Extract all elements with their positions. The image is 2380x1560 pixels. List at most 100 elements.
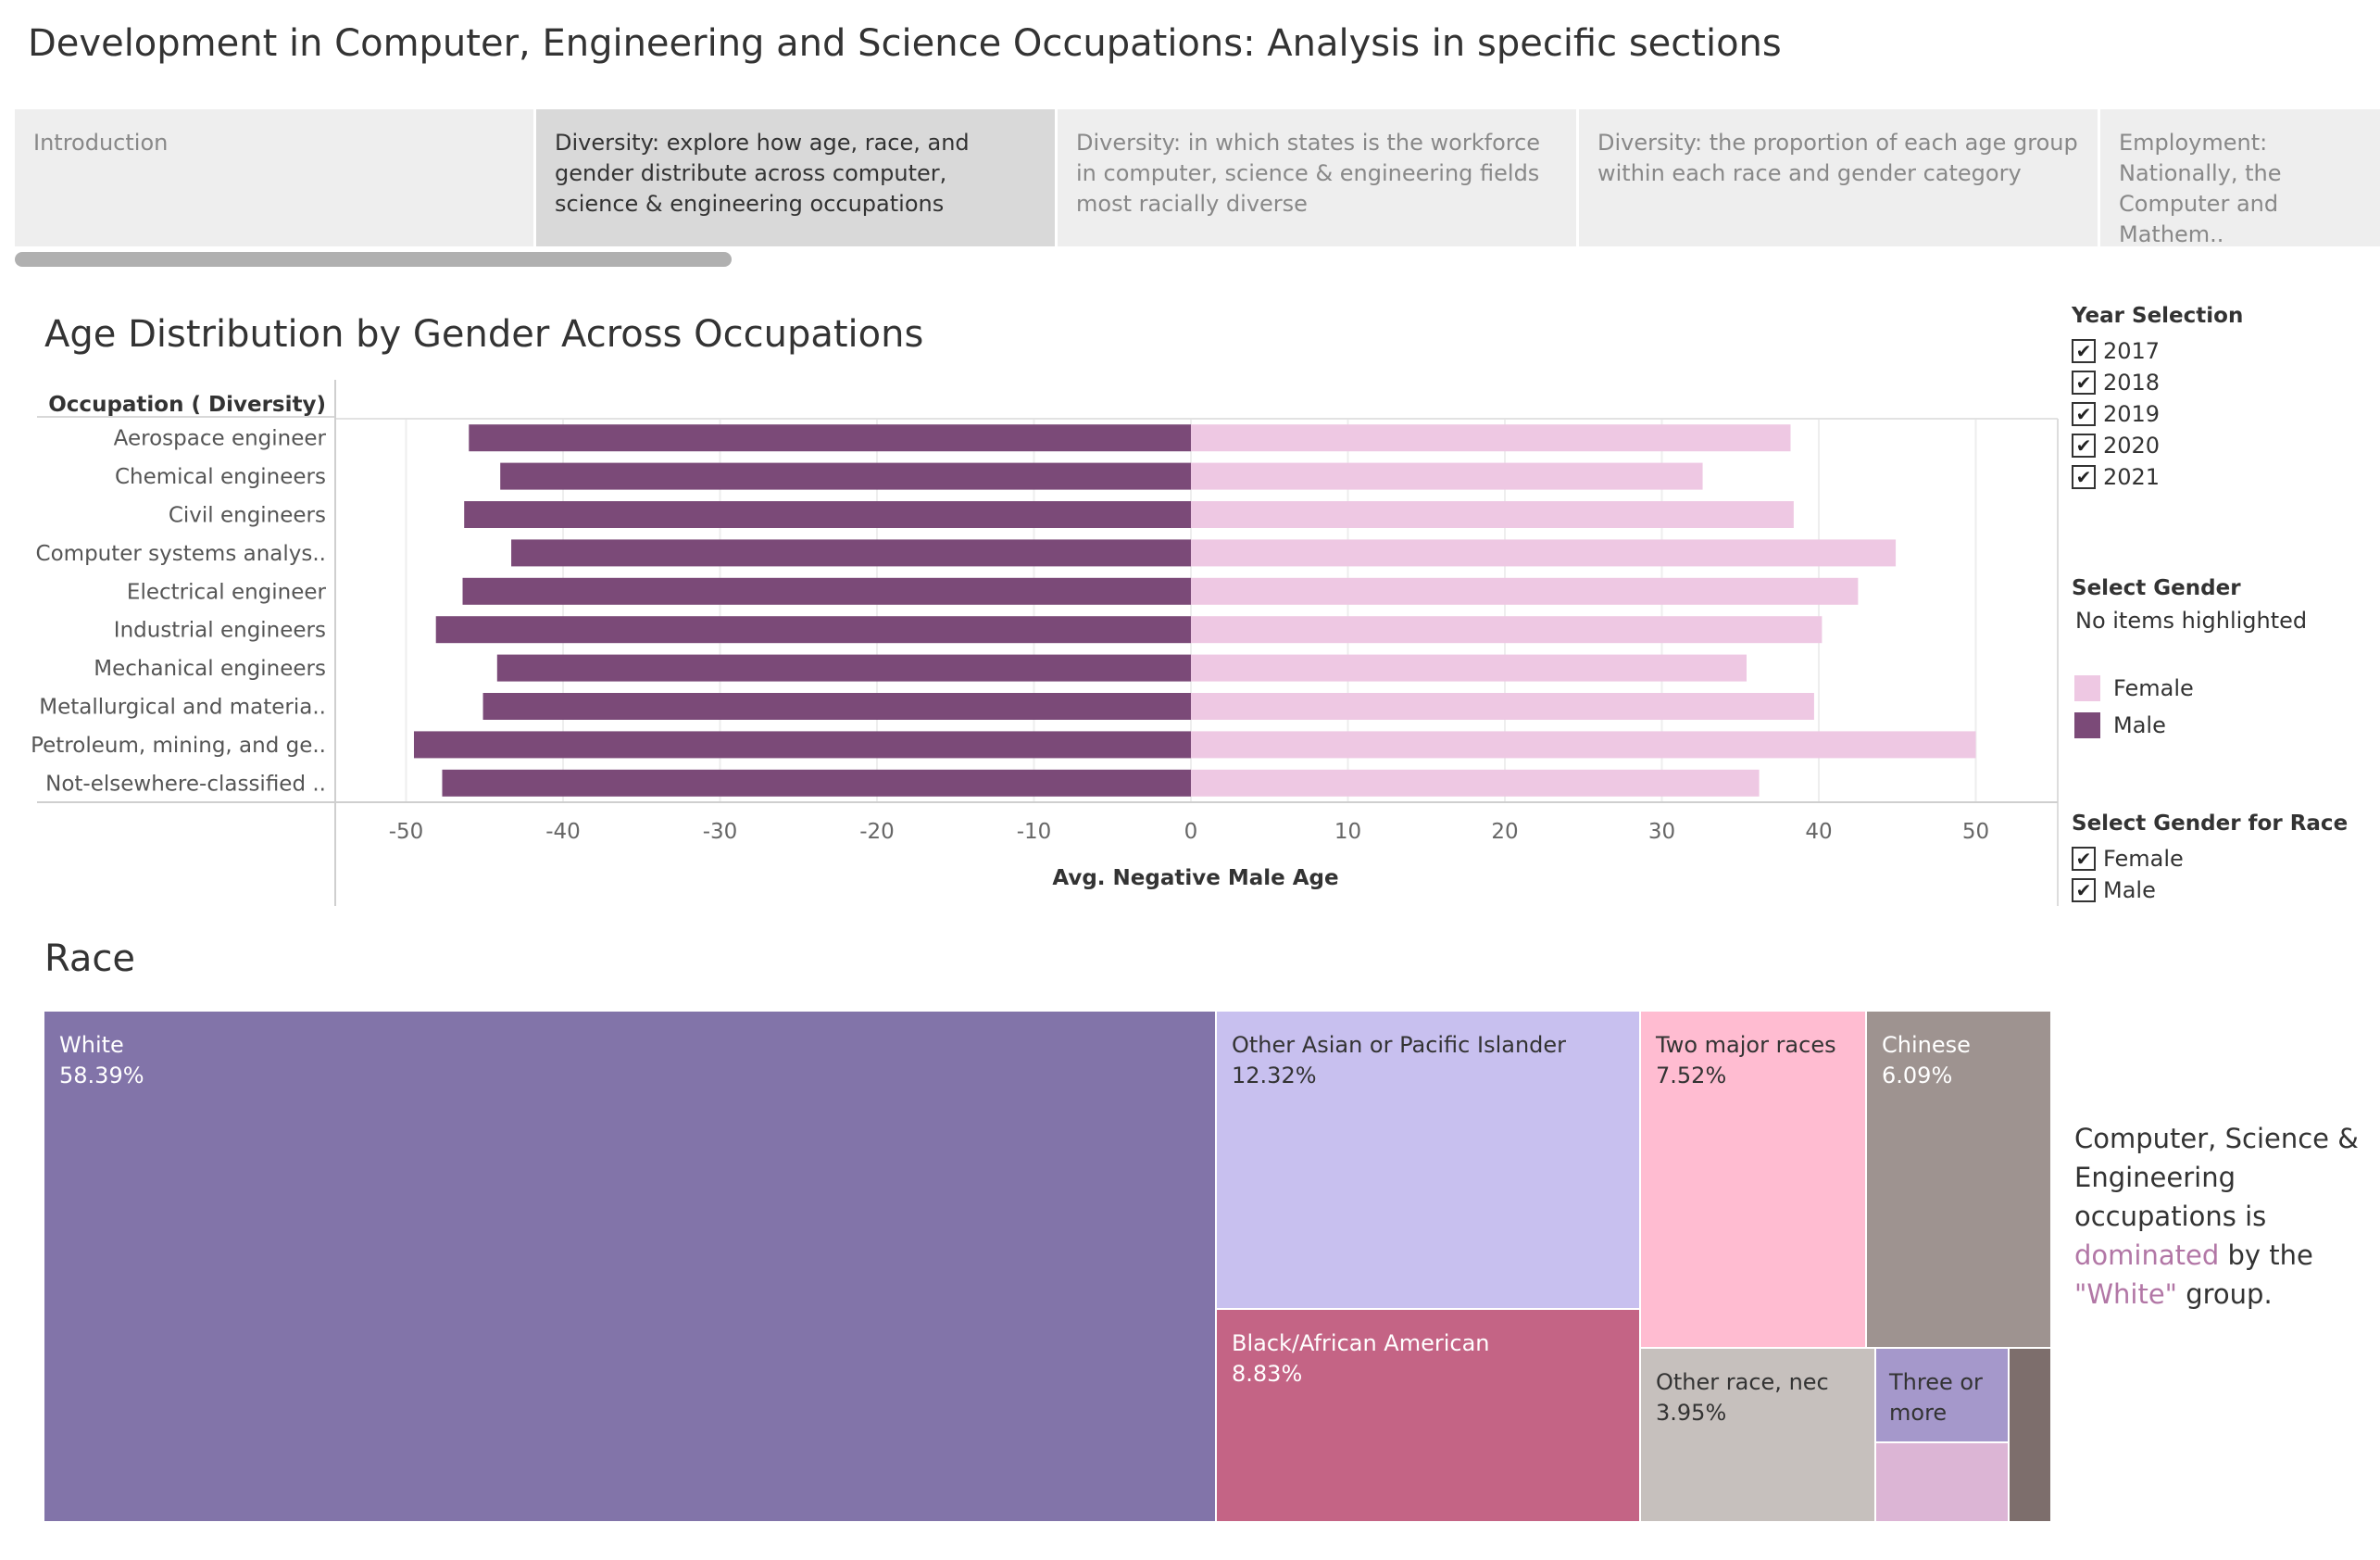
age-distribution-chart: Aerospace engineer Chemical engineers Civi… <box>0 371 2065 930</box>
race-gender-checkbox-female[interactable]: ✔ Female <box>2072 843 2184 874</box>
bar-female[interactable] <box>1191 539 1897 567</box>
story-point-label: Diversity: the proportion of each age gr… <box>1597 130 2078 186</box>
bar-female[interactable] <box>1191 616 1823 644</box>
bar-male[interactable] <box>462 577 1191 605</box>
race-gender-checkbox-male[interactable]: ✔ Male <box>2072 874 2156 906</box>
race-insight-note: Computer, Science & Engineering occupati… <box>2074 1123 2359 1310</box>
checkbox-label: 2019 <box>2103 401 2161 427</box>
year-selection-title: Year Selection <box>2072 304 2244 328</box>
bar-male[interactable] <box>442 769 1191 797</box>
occupation-label[interactable]: Not-elsewhere-classified .. <box>45 772 326 796</box>
tile-label: Other Asian or Pacific Islander 12.32% <box>1232 1032 1567 1088</box>
note-highlight-dominated: dominated <box>2074 1239 2220 1271</box>
story-point-employment[interactable]: Employment: Nationally, the Computer and… <box>2100 109 2380 246</box>
bar-male[interactable] <box>464 501 1192 528</box>
age-chart-svg: Aerospace engineer Chemical engineers Civi… <box>31 380 2059 906</box>
bar-female[interactable] <box>1191 577 1859 605</box>
bar-male[interactable] <box>482 693 1191 720</box>
x-tick-label: 30 <box>1648 820 1675 844</box>
bar-male[interactable] <box>435 616 1192 644</box>
tile-label: Other race, nec 3.95% <box>1656 1369 1829 1426</box>
bar-female[interactable] <box>1191 501 1794 528</box>
age-chart-title: Age Distribution by Gender Across Occupa… <box>44 313 924 356</box>
story-point-label: Employment: Nationally, the Computer and… <box>2119 130 2282 246</box>
bar-female[interactable] <box>1191 769 1760 797</box>
story-point-diversity-age-race-gender[interactable]: Diversity: explore how age, race, and ge… <box>536 109 1055 246</box>
occupation-label[interactable]: Civil engineers <box>169 504 326 528</box>
occupation-label[interactable]: Computer systems analys.. <box>36 542 326 566</box>
race-tile-white[interactable]: White 58.39% <box>44 1012 1215 1521</box>
year-checkbox-2017[interactable]: ✔ 2017 <box>2072 335 2160 367</box>
race-tile-two-major-races[interactable]: Two major races 7.52% <box>1641 1012 1865 1347</box>
story-point-label: Diversity: in which states is the workfo… <box>1076 130 1541 217</box>
bar-male[interactable] <box>496 654 1191 682</box>
bar-female[interactable] <box>1191 654 1747 682</box>
bar-male[interactable] <box>469 424 1191 452</box>
x-tick-label: 10 <box>1334 820 1361 844</box>
occupation-label[interactable]: Aerospace engineer <box>114 427 327 451</box>
occupation-label[interactable]: Chemical engineers <box>115 465 326 489</box>
x-tick-label: -30 <box>703 820 738 844</box>
bar-female[interactable] <box>1191 462 1703 490</box>
tile-label: White 58.39% <box>59 1032 144 1088</box>
x-tick-label: 50 <box>1962 820 1989 844</box>
race-tile-three-or-more[interactable]: Three or more <box>1876 1349 2008 1441</box>
race-tile-black-african-american[interactable]: Black/African American 8.83% <box>1217 1310 1639 1521</box>
occupation-label[interactable]: Mechanical engineers <box>94 657 326 681</box>
checkbox-label: Female <box>2103 846 2184 872</box>
race-tile-chinese[interactable]: Chinese 6.09% <box>1867 1012 2050 1347</box>
year-checkbox-2019[interactable]: ✔ 2019 <box>2072 398 2160 430</box>
bar-female[interactable] <box>1191 693 1814 720</box>
checkbox-icon[interactable]: ✔ <box>2072 465 2096 489</box>
checkbox-label: 2018 <box>2103 370 2161 396</box>
x-tick-label: -50 <box>389 820 424 844</box>
race-tile-unlabeled-small[interactable] <box>1876 1443 2008 1521</box>
female-swatch <box>2074 675 2100 701</box>
tile-label: Two major races 7.52% <box>1656 1032 1836 1088</box>
checkbox-icon[interactable]: ✔ <box>2072 339 2096 363</box>
legend-label: Male <box>2113 712 2166 738</box>
checkbox-icon[interactable]: ✔ <box>2072 434 2096 458</box>
checkbox-icon[interactable]: ✔ <box>2072 878 2096 902</box>
race-tile-unlabeled-narrow[interactable] <box>2010 1349 2050 1521</box>
legend-item-male[interactable]: Male <box>2074 710 2166 741</box>
tile-label: Chinese 6.09% <box>1882 1032 1971 1088</box>
story-point-diversity-states[interactable]: Diversity: in which states is the workfo… <box>1058 109 1576 246</box>
race-chart-title: Race <box>44 937 136 980</box>
race-tile-other-race-nec[interactable]: Other race, nec 3.95% <box>1641 1349 1874 1521</box>
checkbox-label: Male <box>2103 877 2156 903</box>
story-point-introduction[interactable]: Introduction <box>15 109 533 246</box>
tile-label: Three or more <box>1889 1369 1983 1426</box>
bar-male[interactable] <box>413 731 1192 759</box>
bar-female[interactable] <box>1191 424 1791 452</box>
x-tick-label: 20 <box>1491 820 1518 844</box>
story-point-label: Introduction <box>33 130 169 156</box>
row-header: Occupation ( Diversity) <box>48 393 326 417</box>
male-swatch <box>2074 712 2100 738</box>
year-checkbox-2021[interactable]: ✔ 2021 <box>2072 461 2160 493</box>
x-tick-label: -10 <box>1017 820 1052 844</box>
occupation-label[interactable]: Electrical engineer <box>127 580 327 604</box>
bar-female[interactable] <box>1191 731 1976 759</box>
story-title: Development in Computer, Engineering and… <box>28 22 1782 65</box>
bar-male[interactable] <box>500 462 1191 490</box>
legend-item-female[interactable]: Female <box>2074 673 2194 704</box>
story-point-diversity-age-group[interactable]: Diversity: the proportion of each age gr… <box>1579 109 2098 246</box>
occupation-label[interactable]: Metallurgical and materia.. <box>39 696 326 720</box>
select-gender-for-race-title: Select Gender for Race <box>2072 811 2349 836</box>
bar-male[interactable] <box>511 539 1191 567</box>
x-tick-label: 0 <box>1184 820 1198 844</box>
checkbox-label: 2020 <box>2103 433 2161 459</box>
occupation-label[interactable]: Industrial engineers <box>114 619 326 643</box>
story-scrollbar-thumb[interactable] <box>15 252 732 267</box>
checkbox-icon[interactable]: ✔ <box>2072 371 2096 395</box>
checkbox-icon[interactable]: ✔ <box>2072 847 2096 871</box>
year-checkbox-2018[interactable]: ✔ 2018 <box>2072 367 2160 398</box>
legend-status-text: No items highlighted <box>2075 608 2308 634</box>
occupation-label[interactable]: Petroleum, mining, and ge.. <box>31 734 326 758</box>
checkbox-icon[interactable]: ✔ <box>2072 402 2096 426</box>
year-checkbox-2020[interactable]: ✔ 2020 <box>2072 430 2160 461</box>
checkbox-label: 2021 <box>2103 464 2161 490</box>
race-tile-other-asian-pacific-islander[interactable]: Other Asian or Pacific Islander 12.32% <box>1217 1012 1639 1308</box>
